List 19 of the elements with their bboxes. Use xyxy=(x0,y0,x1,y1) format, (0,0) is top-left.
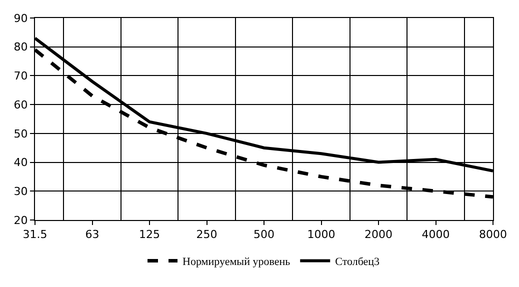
y-tick-label: 30 xyxy=(14,184,28,198)
y-tick-label: 80 xyxy=(14,40,28,54)
y-tick-label: 50 xyxy=(14,127,28,140)
legend-label: Столбец3 xyxy=(335,256,380,268)
x-tick-label: 125 xyxy=(139,228,160,242)
y-tick-label: 40 xyxy=(14,156,28,170)
y-tick-label: 20 xyxy=(14,214,28,227)
legend-label: Нормируемый уровень xyxy=(182,256,290,268)
x-tick-label: 2000 xyxy=(364,228,392,242)
y-tick-label: 70 xyxy=(14,70,28,83)
x-tick-label: 8000 xyxy=(479,228,507,242)
y-tick-label: 90 xyxy=(14,12,28,25)
x-tick-label: 31.5 xyxy=(22,228,48,242)
x-tick-label: 1000 xyxy=(307,228,336,242)
x-tick-label: 63 xyxy=(85,228,100,242)
x-tick-label: 500 xyxy=(254,228,274,242)
y-tick-label: 60 xyxy=(14,98,28,112)
x-tick-label: 4000 xyxy=(422,228,450,242)
x-tick-label: 250 xyxy=(196,228,218,242)
